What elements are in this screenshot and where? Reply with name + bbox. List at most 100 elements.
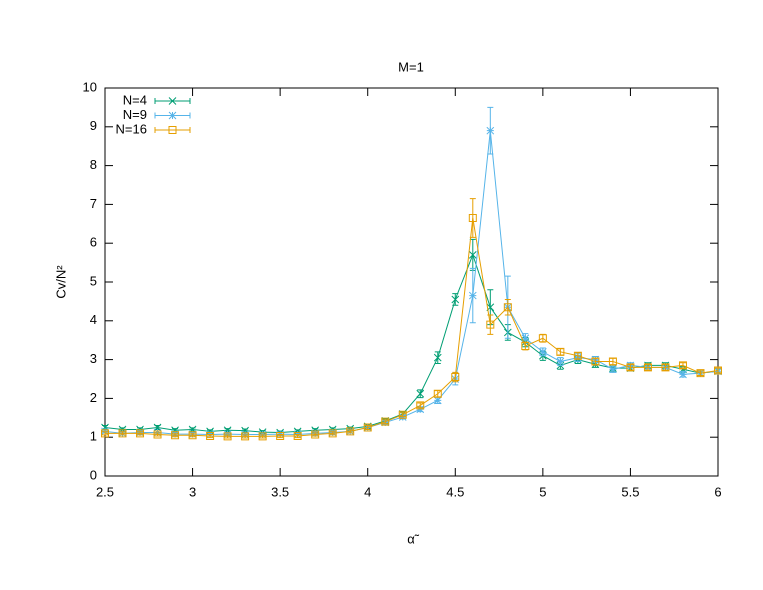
data-point xyxy=(346,427,355,436)
data-point xyxy=(556,347,565,356)
legend-label: N=9 xyxy=(123,107,147,122)
error-bar xyxy=(347,429,354,434)
data-point xyxy=(118,429,127,438)
error-bar xyxy=(242,434,249,439)
data-point xyxy=(468,213,477,222)
plot-border xyxy=(104,87,719,477)
x-tick-label: 6 xyxy=(714,484,721,499)
data-point xyxy=(661,363,670,372)
error-bar xyxy=(137,431,144,436)
data-point xyxy=(433,389,442,398)
data-point xyxy=(188,431,197,440)
error-bar xyxy=(259,434,266,439)
legend-marker xyxy=(168,97,177,105)
data-point xyxy=(416,389,425,398)
error-bar xyxy=(382,419,389,425)
legend-label: N=16 xyxy=(116,121,147,136)
chart-title: M=1 xyxy=(398,59,424,74)
data-point xyxy=(539,347,547,356)
legend-label: N=4 xyxy=(123,92,147,107)
data-point xyxy=(328,429,337,438)
x-tick-label: 3.5 xyxy=(271,484,289,499)
error-bar xyxy=(627,364,634,371)
data-point xyxy=(381,417,390,426)
y-tick-label: 5 xyxy=(90,273,97,288)
data-point xyxy=(101,429,109,438)
data-point xyxy=(433,396,442,405)
data-point xyxy=(486,320,495,329)
data-point xyxy=(363,423,372,432)
data-point xyxy=(556,357,565,366)
data-point xyxy=(538,334,547,343)
error-bar xyxy=(504,298,511,316)
y-tick-label: 6 xyxy=(90,235,97,250)
data-point xyxy=(626,363,635,372)
error-bar xyxy=(119,431,126,436)
data-point xyxy=(573,351,582,360)
y-tick-label: 7 xyxy=(90,196,97,211)
data-point xyxy=(696,369,705,378)
data-point xyxy=(679,370,687,379)
error-bar xyxy=(644,364,651,371)
error-bar xyxy=(662,364,669,371)
data-point xyxy=(153,430,162,439)
y-tick-label: 1 xyxy=(90,429,97,444)
data-point xyxy=(171,431,180,440)
legend-swatch xyxy=(154,127,191,133)
y-tick-label: 10 xyxy=(83,79,97,94)
error-bar xyxy=(102,431,108,436)
data-point xyxy=(608,357,617,366)
x-tick-label: 5 xyxy=(539,484,546,499)
error-bar xyxy=(539,333,546,343)
data-point xyxy=(451,295,460,304)
data-point xyxy=(293,432,302,441)
x-tick-label: 4 xyxy=(364,484,371,499)
error-bar xyxy=(364,425,371,430)
data-point xyxy=(451,373,460,382)
data-point xyxy=(714,366,722,375)
error-bar xyxy=(207,433,214,439)
error-bar xyxy=(189,433,196,438)
series-line xyxy=(105,217,719,437)
data-point xyxy=(136,429,145,438)
data-point xyxy=(276,432,285,441)
data-point xyxy=(678,361,687,370)
data-point xyxy=(643,363,652,372)
x-tick-label: 2.5 xyxy=(96,484,114,499)
data-point xyxy=(416,401,425,410)
error-bar xyxy=(697,370,704,377)
error-bar xyxy=(224,434,231,439)
x-tick-label: 3 xyxy=(189,484,196,499)
x-tick-label: 5.5 xyxy=(621,484,639,499)
data-point xyxy=(433,353,442,362)
x-axis-label: α̃ xyxy=(407,531,420,546)
series-line xyxy=(104,253,719,434)
data-point xyxy=(468,250,477,259)
x-tick-label: 4.5 xyxy=(446,484,464,499)
error-bar xyxy=(417,402,424,409)
error-bar xyxy=(469,198,476,238)
error-bar xyxy=(154,432,161,437)
error-bar xyxy=(487,314,494,335)
data-point xyxy=(468,291,477,300)
error-bar xyxy=(329,431,336,436)
y-tick-label: 8 xyxy=(90,157,97,172)
y-tick-label: 3 xyxy=(90,351,97,366)
error-bar xyxy=(715,367,721,374)
data-point xyxy=(521,334,530,343)
y-tick-label: 9 xyxy=(90,118,97,133)
series-line xyxy=(104,130,719,435)
data-point xyxy=(206,432,215,441)
data-point xyxy=(241,432,250,441)
error-bar xyxy=(399,412,406,418)
error-bar xyxy=(294,433,301,439)
data-point xyxy=(521,342,530,351)
error-bar xyxy=(172,433,179,438)
error-bar xyxy=(679,362,686,369)
data-point xyxy=(311,430,320,439)
data-point xyxy=(258,432,267,441)
y-axis-label: Cv/N² xyxy=(53,265,68,299)
legend-marker xyxy=(168,126,177,134)
